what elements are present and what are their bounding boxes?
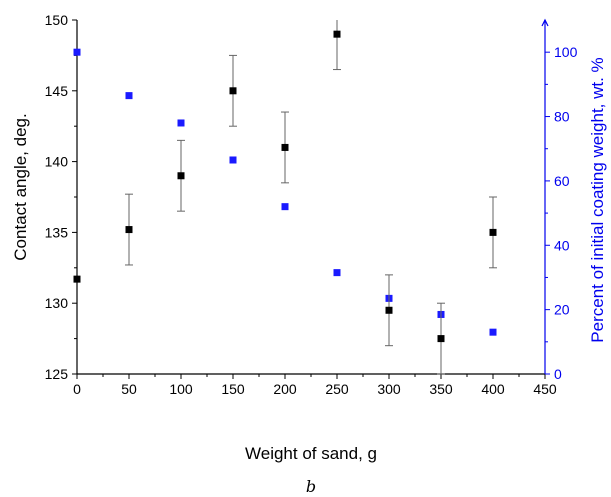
x-axis-title: Weight of sand, g	[245, 444, 377, 463]
left-y-tick-label: 130	[45, 295, 69, 311]
plot-frame	[76, 18, 549, 375]
figure-caption: b	[306, 477, 316, 496]
left-y-tick-label: 145	[45, 83, 69, 99]
contact-angle-point	[229, 87, 237, 95]
x-tick-label: 350	[429, 381, 453, 397]
right-y-tick-label: 40	[554, 237, 570, 253]
right-y-tick-label: 80	[554, 109, 570, 125]
x-tick-label: 200	[273, 381, 297, 397]
weight-point	[125, 92, 133, 100]
left-y-tick-label: 125	[45, 366, 69, 382]
contact-angle-point	[333, 30, 341, 38]
weight-point	[229, 156, 237, 164]
x-tick-label: 0	[73, 381, 81, 397]
contact-angle-point	[73, 275, 81, 283]
x-axis-ticks: 0 50 100 150 200 250 300 350 400 450	[73, 374, 557, 397]
contact-angle-point	[437, 335, 445, 343]
weight-point	[489, 328, 497, 336]
x-tick-label: 400	[481, 381, 505, 397]
right-y-axis-ticks: 0 20 40 60 80 100	[545, 44, 578, 382]
right-y-tick-label: 0	[554, 366, 562, 382]
data-marks	[73, 20, 497, 375]
left-y-axis-ticks: 125 130 135 140 145 150	[45, 12, 77, 382]
right-y-tick-label: 20	[554, 302, 570, 318]
left-y-tick-label: 150	[45, 12, 69, 28]
weight-point	[281, 203, 289, 211]
right-axis-arrow	[541, 18, 549, 27]
right-y-axis-title: Percent of initial coating weight, wt. %	[588, 57, 607, 342]
x-tick-label: 450	[533, 381, 557, 397]
x-tick-label: 250	[325, 381, 349, 397]
x-tick-label: 150	[221, 381, 245, 397]
x-tick-label: 50	[121, 381, 137, 397]
contact-angle-point	[385, 306, 393, 314]
weight-point	[333, 269, 341, 277]
x-tick-label: 100	[169, 381, 193, 397]
x-tick-label: 300	[377, 381, 401, 397]
weight-point	[177, 119, 185, 127]
contact-angle-point	[489, 228, 497, 236]
right-y-tick-label: 60	[554, 173, 570, 189]
contact-angle-point	[281, 143, 289, 151]
contact-angle-point	[125, 226, 133, 234]
left-y-tick-label: 140	[45, 154, 69, 170]
contact-angle-point	[177, 172, 185, 180]
left-y-tick-label: 135	[45, 224, 69, 240]
weight-point	[73, 48, 81, 56]
left-y-axis-title: Contact angle, deg.	[11, 113, 30, 260]
right-y-tick-label: 100	[554, 44, 578, 60]
